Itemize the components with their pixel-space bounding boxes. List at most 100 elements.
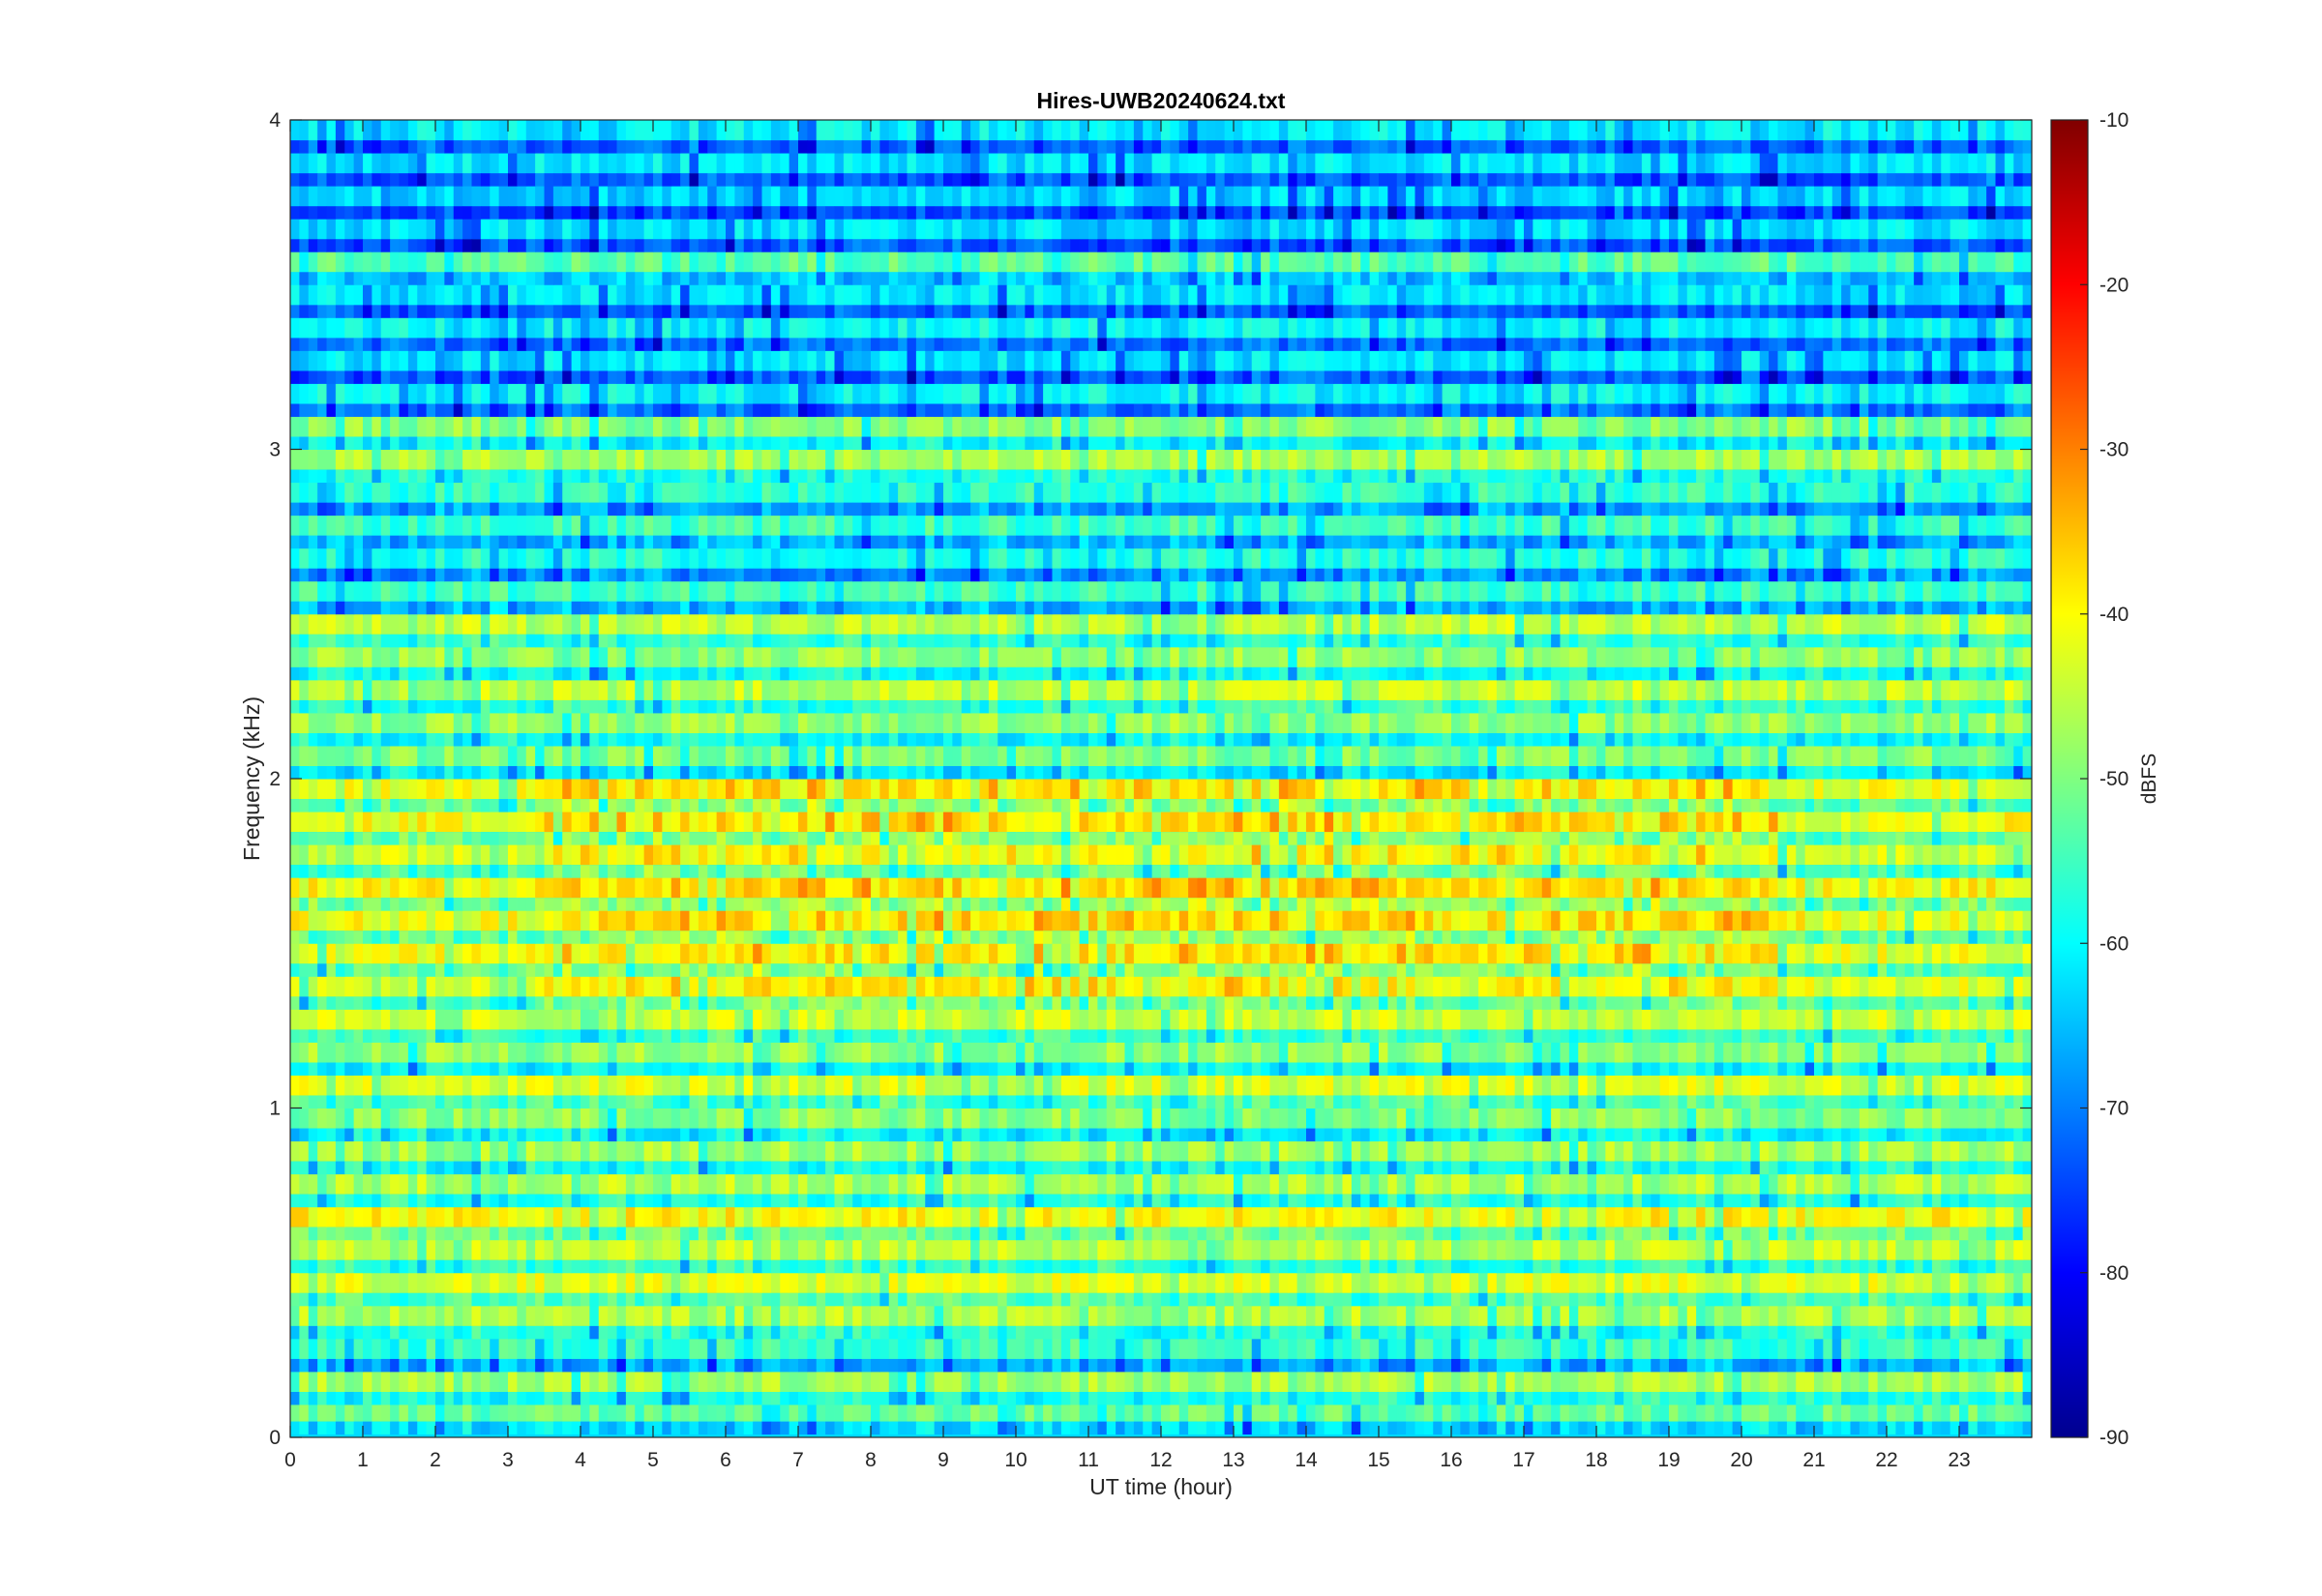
spectrogram-cell xyxy=(399,1358,409,1373)
spectrogram-cell xyxy=(680,1029,691,1043)
spectrogram-cell xyxy=(1732,1206,1742,1227)
spectrogram-cell xyxy=(580,1128,590,1142)
spectrogram-cell xyxy=(1288,1259,1298,1274)
spectrogram-cell xyxy=(1678,1206,1688,1227)
spectrogram-cell xyxy=(1841,1239,1852,1260)
spectrogram-cell xyxy=(1161,1305,1171,1326)
spectrogram-cell xyxy=(399,1161,409,1175)
spectrogram-cell xyxy=(1578,1161,1589,1175)
spectrogram-cell xyxy=(1161,1140,1171,1162)
spectrogram-cell xyxy=(616,1371,627,1393)
spectrogram-cell xyxy=(934,1358,944,1373)
spectrogram-cell xyxy=(1342,1371,1353,1393)
spectrogram-cell xyxy=(670,1206,681,1227)
spectrogram-cell xyxy=(1116,1325,1126,1340)
spectrogram-cell xyxy=(743,1292,754,1307)
spectrogram-cell xyxy=(1659,1161,1670,1175)
spectrogram-cell xyxy=(1360,1392,1371,1405)
spectrogram-cell xyxy=(680,1338,691,1359)
spectrogram-cell xyxy=(1568,1305,1579,1326)
spectrogram-cell xyxy=(1596,1371,1606,1393)
spectrogram-cell xyxy=(498,1042,509,1063)
spectrogram-cell xyxy=(1396,1227,1407,1241)
spectrogram-cell xyxy=(1759,1392,1770,1405)
spectrogram-cell xyxy=(1686,1338,1697,1359)
spectrogram-cell xyxy=(943,1421,953,1435)
spectrogram-cell xyxy=(734,1161,745,1175)
spectrogram-cell xyxy=(1850,1272,1861,1293)
spectrogram-cell xyxy=(571,1227,581,1241)
spectrogram-cell xyxy=(1478,1292,1489,1307)
spectrogram-cell xyxy=(380,1009,391,1030)
spectrogram-cell xyxy=(1070,1421,1081,1435)
spectrogram-cell xyxy=(1578,1358,1589,1373)
spectrogram-cell xyxy=(1033,1128,1044,1142)
spectrogram-cell xyxy=(1088,1128,1098,1142)
spectrogram-cell xyxy=(1995,1140,2006,1162)
spectrogram-cell xyxy=(726,1305,735,1326)
spectrogram-cell xyxy=(952,1259,963,1274)
spectrogram-cell xyxy=(1823,1009,1833,1030)
spectrogram-cell xyxy=(1451,1259,1461,1274)
spectrogram-cell xyxy=(1496,1338,1506,1359)
spectrogram-cell xyxy=(1124,1338,1135,1359)
spectrogram-cell xyxy=(680,1401,691,1422)
spectrogram-cell xyxy=(1351,1206,1361,1227)
spectrogram-cell xyxy=(1206,1075,1216,1096)
spectrogram-cell xyxy=(1632,1173,1643,1195)
spectrogram-cell xyxy=(1025,1108,1035,1129)
spectrogram-cell xyxy=(435,1161,445,1175)
spectrogram-cell xyxy=(1052,1292,1062,1307)
spectrogram-cell xyxy=(1188,1401,1199,1422)
spectrogram-cell xyxy=(825,1338,836,1359)
spectrogram-cell xyxy=(861,1042,872,1063)
spectrogram-cell xyxy=(1959,1421,1969,1435)
spectrogram-cell xyxy=(480,1062,491,1076)
spectrogram-cell xyxy=(363,1227,372,1241)
spectrogram-cell xyxy=(689,1371,700,1393)
spectrogram-cell xyxy=(1895,1108,1906,1129)
spectrogram-cell xyxy=(1487,1075,1498,1096)
spectrogram-cell xyxy=(2022,1272,2032,1293)
spectrogram-cell xyxy=(943,1292,953,1307)
spectrogram-cell xyxy=(1850,1259,1861,1274)
spectrogram-cell xyxy=(825,1292,836,1307)
spectrogram-cell xyxy=(1686,1062,1697,1076)
spectrogram-cell xyxy=(1922,1140,1933,1162)
spectrogram-cell xyxy=(390,1128,401,1142)
spectrogram-cell xyxy=(1124,1272,1135,1293)
spectrogram-cell xyxy=(1151,1239,1162,1260)
spectrogram-cell xyxy=(934,1108,944,1129)
spectrogram-cell xyxy=(1088,1358,1098,1373)
spectrogram-cell xyxy=(1750,1401,1761,1422)
spectrogram-cell xyxy=(1914,1401,1924,1422)
spectrogram-cell xyxy=(1605,1259,1616,1274)
spectrogram-cell xyxy=(1914,1358,1924,1373)
spectrogram-cell xyxy=(1224,1062,1235,1076)
spectrogram-cell xyxy=(1442,1392,1452,1405)
spectrogram-cell xyxy=(608,1194,618,1208)
spectrogram-cell xyxy=(888,1421,899,1435)
spectrogram-cell xyxy=(1133,1392,1144,1405)
spectrogram-cell xyxy=(1306,1305,1316,1326)
spectrogram-cell xyxy=(1759,1338,1770,1359)
spectrogram-cell xyxy=(1197,1173,1207,1195)
spectrogram-cell xyxy=(1551,1206,1562,1227)
spectrogram-cell xyxy=(1560,1062,1570,1076)
spectrogram-cell xyxy=(1524,1009,1533,1030)
spectrogram-cell xyxy=(1796,1239,1806,1260)
spectrogram-cell xyxy=(1324,1161,1334,1175)
spectrogram-cell xyxy=(925,1206,936,1227)
spectrogram-cell xyxy=(1161,1259,1171,1274)
spectrogram-cell xyxy=(444,1325,455,1340)
spectrogram-cell xyxy=(1170,1239,1180,1260)
spectrogram-cell xyxy=(1804,1206,1815,1227)
spectrogram-cell xyxy=(1206,1173,1216,1195)
spectrogram-cell xyxy=(1478,1029,1489,1043)
spectrogram-cell xyxy=(1750,1292,1761,1307)
spectrogram-cell xyxy=(417,1075,428,1096)
spectrogram-cell xyxy=(707,1305,718,1326)
spectrogram-cell xyxy=(326,1401,337,1422)
spectrogram-cell xyxy=(1705,1173,1715,1195)
spectrogram-cell xyxy=(1859,1206,1869,1227)
